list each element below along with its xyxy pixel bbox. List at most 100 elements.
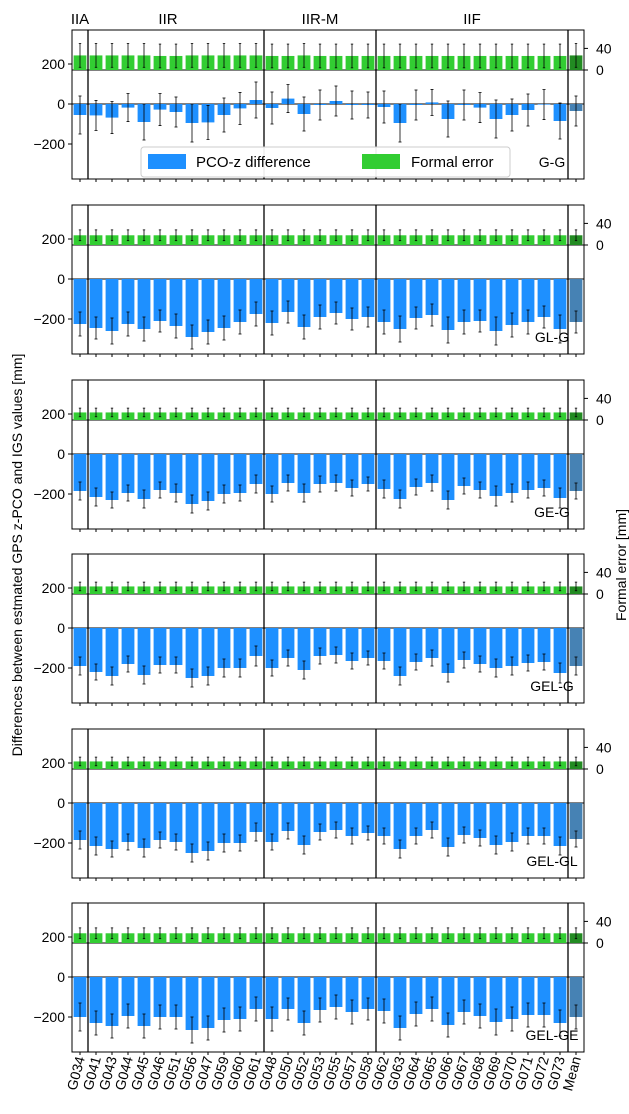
right-tick-label: 40 <box>596 215 612 231</box>
diff-bar <box>473 279 487 321</box>
diff-bar <box>569 454 583 491</box>
diff-bar <box>425 279 439 315</box>
diff-bar <box>201 803 215 851</box>
diff-bar <box>249 628 263 656</box>
diff-bar <box>457 977 471 1012</box>
group-label: IIF <box>463 11 481 28</box>
group-label: IIA <box>71 11 89 28</box>
diff-bar <box>537 977 551 1015</box>
diff-bar <box>217 279 231 328</box>
diff-bar <box>441 977 455 1025</box>
left-tick-label: 200 <box>42 929 66 945</box>
legend-box <box>140 146 511 178</box>
diff-bar <box>425 977 439 1009</box>
diff-bar <box>537 454 551 488</box>
diff-bar <box>297 454 311 493</box>
diff-bar <box>377 803 391 836</box>
left-tick-label: −200 <box>33 311 65 327</box>
diff-bar <box>281 279 295 312</box>
diff-bar <box>121 977 135 1016</box>
diff-bar <box>185 279 199 337</box>
panels-layer: −200 0 200 0 40 G-G −200 0 200 0 40 GL-G −200 0 200 0 40… <box>33 11 611 1093</box>
right-tick-label: 0 <box>596 586 604 602</box>
legend-swatch-diff <box>148 154 186 169</box>
left-tick-label: 0 <box>57 271 65 287</box>
diff-bar <box>345 454 359 488</box>
diff-bar <box>505 454 519 493</box>
diff-bar <box>537 628 551 662</box>
diff-bar <box>377 454 391 489</box>
diff-bar <box>121 628 135 664</box>
diff-bar <box>553 803 567 846</box>
diff-bar <box>89 279 103 328</box>
left-tick-label: 0 <box>57 795 65 811</box>
diff-bar <box>297 803 311 845</box>
diff-bar <box>105 454 119 500</box>
diff-bar <box>233 977 247 1019</box>
diff-bar <box>329 803 343 830</box>
diff-bar <box>425 628 439 658</box>
diff-bar <box>393 279 407 329</box>
diff-bar <box>169 454 183 493</box>
diff-bar <box>265 977 279 1019</box>
panel-label: GEL-GL <box>526 853 578 869</box>
diff-bar <box>505 628 519 666</box>
right-tick-label: 40 <box>596 739 612 755</box>
panel-label: GEL-GE <box>526 1027 579 1043</box>
diff-bar <box>265 803 279 842</box>
legend: PCO-z difference Formal error <box>140 146 511 178</box>
diff-bar <box>361 279 375 317</box>
diff-bar <box>105 977 119 1026</box>
diff-bar <box>489 803 503 845</box>
panel-label: GEL-G <box>530 678 574 694</box>
diff-bar <box>73 977 87 1017</box>
left-tick-label: 0 <box>57 96 65 112</box>
right-tick-label: 0 <box>596 237 604 253</box>
diff-bar <box>393 977 407 1028</box>
diff-bar <box>89 454 103 497</box>
left-tick-label: 200 <box>42 56 66 72</box>
y-axis-label-left: Differences between estmated GPS z-PCO a… <box>9 354 25 757</box>
diff-bar <box>313 628 327 656</box>
diff-bar <box>105 279 119 331</box>
diff-bar <box>153 454 167 490</box>
diff-bar <box>409 977 423 1014</box>
diff-bar <box>329 977 343 1007</box>
diff-bar <box>521 454 535 490</box>
left-tick-label: −200 <box>33 660 65 676</box>
diff-bar <box>329 279 343 313</box>
diff-bar <box>393 803 407 849</box>
diff-bar <box>137 279 151 329</box>
diff-bar <box>505 977 519 1019</box>
diff-bar <box>281 977 295 1009</box>
diff-bar <box>537 803 551 836</box>
diff-bar <box>553 628 567 673</box>
diff-bar <box>281 628 295 658</box>
diff-bar <box>185 628 199 678</box>
right-tick-label: 0 <box>596 412 604 428</box>
left-tick-label: 200 <box>42 580 66 596</box>
diff-bar <box>361 977 375 1009</box>
diff-bar <box>249 454 263 484</box>
diff-bar <box>217 454 231 494</box>
diff-bar <box>553 977 567 1023</box>
left-tick-label: −200 <box>33 136 65 152</box>
diff-bar <box>457 279 471 322</box>
panel-label: GL-G <box>535 329 569 345</box>
diff-bar <box>201 279 215 332</box>
diff-bar <box>153 803 167 840</box>
diff-bar <box>569 803 583 839</box>
diff-bar <box>121 279 135 324</box>
diff-bar <box>521 628 535 663</box>
right-tick-label: 40 <box>596 390 612 406</box>
right-tick-label: 40 <box>596 913 612 929</box>
diff-bar <box>489 977 503 1022</box>
diff-bar <box>89 628 103 672</box>
diff-bar <box>121 454 135 493</box>
diff-bar <box>441 803 455 847</box>
diff-bar <box>345 977 359 1012</box>
diff-bar <box>297 977 311 1023</box>
diff-bar <box>361 628 375 658</box>
panel-gel-gl: −200 0 200 0 40 GEL-GL <box>33 728 612 881</box>
diff-bar <box>281 454 295 483</box>
